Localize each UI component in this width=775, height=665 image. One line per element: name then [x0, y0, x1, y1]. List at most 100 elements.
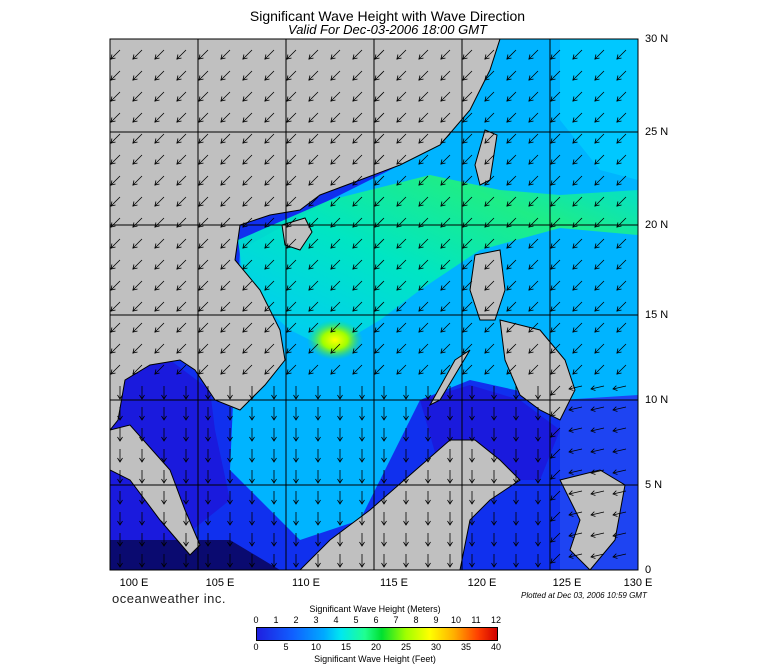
direction-arrowhead [110, 243, 116, 249]
direction-arrow [110, 154, 121, 165]
direction-arrowhead [330, 222, 336, 228]
direction-arrowhead [425, 499, 431, 505]
direction-arrowhead [447, 415, 453, 421]
direction-arrowhead [132, 327, 138, 333]
direction-arrowhead [132, 264, 138, 270]
direction-arrowhead [418, 306, 424, 312]
direction-arrow [550, 511, 561, 522]
direction-arrow [616, 322, 627, 333]
direction-arrowhead [154, 75, 160, 81]
direction-arrowhead [616, 369, 622, 375]
direction-arrowhead [183, 541, 189, 547]
direction-arrowhead [550, 54, 556, 60]
direction-arrow [528, 301, 539, 312]
direction-arrow [506, 175, 517, 186]
direction-arrowhead [205, 562, 211, 568]
direction-arrow [484, 175, 495, 186]
direction-arrowhead [227, 541, 233, 547]
direction-arrow [154, 364, 165, 375]
direction-arrowhead [513, 436, 519, 442]
direction-arrowhead [484, 180, 490, 186]
direction-arrowhead [220, 243, 226, 249]
direction-arrowhead [132, 138, 138, 144]
direction-arrowhead [528, 159, 534, 165]
direction-arrow [286, 70, 297, 81]
direction-arrowhead [132, 306, 138, 312]
direction-arrowhead [352, 327, 358, 333]
direction-arrowhead [293, 394, 299, 400]
direction-arrowhead [132, 222, 138, 228]
direction-arrow [484, 322, 495, 333]
direction-arrow [418, 91, 429, 102]
direction-arrow [352, 112, 363, 123]
direction-arrow [352, 301, 363, 312]
direction-arrowhead [612, 385, 618, 391]
direction-arrowhead [568, 406, 574, 412]
direction-arrow [352, 238, 363, 249]
direction-arrowhead [176, 369, 182, 375]
direction-arrow [242, 112, 253, 123]
direction-arrowhead [271, 415, 277, 421]
direction-arrow [286, 343, 297, 354]
direction-arrow [418, 154, 429, 165]
direction-arrowhead [308, 54, 314, 60]
direction-arrowhead [440, 327, 446, 333]
direction-arrowhead [594, 222, 600, 228]
direction-arrow [594, 238, 605, 249]
direction-arrow [594, 49, 605, 60]
map-subtitle: Valid For Dec-03-2006 18:00 GMT [288, 22, 487, 37]
direction-arrowhead [139, 457, 145, 463]
direction-arrowhead [616, 180, 622, 186]
direction-arrowhead [176, 54, 182, 60]
direction-arrowhead [425, 478, 431, 484]
direction-arrowhead [506, 75, 512, 81]
direction-arrowhead [403, 457, 409, 463]
direction-arrow [132, 112, 143, 123]
direction-arrow [572, 217, 583, 228]
direction-arrowhead [198, 348, 204, 354]
direction-arrow [220, 364, 231, 375]
direction-arrowhead [418, 327, 424, 333]
direction-arrowhead [161, 499, 167, 505]
direction-arrowhead [205, 415, 211, 421]
direction-arrow [462, 322, 473, 333]
lat-label-15n: 15 N [645, 309, 669, 321]
deep-zone-java [110, 540, 280, 570]
lat-label-30n: 30 N [645, 33, 669, 45]
direction-arrow [572, 238, 583, 249]
direction-arrow [374, 238, 385, 249]
direction-arrow [264, 196, 275, 207]
direction-arrowhead [110, 327, 116, 333]
direction-arrow [572, 301, 583, 312]
direction-arrowhead [176, 327, 182, 333]
direction-arrowhead [359, 541, 365, 547]
direction-arrowhead [352, 285, 358, 291]
direction-arrowhead [183, 478, 189, 484]
direction-arrowhead [264, 159, 270, 165]
direction-arrowhead [484, 75, 490, 81]
direction-arrow [110, 70, 121, 81]
direction-arrow [396, 238, 407, 249]
direction-arrowhead [506, 243, 512, 249]
direction-arrowhead [110, 117, 116, 123]
direction-arrowhead [616, 54, 622, 60]
direction-arrow [440, 112, 451, 123]
direction-arrow [176, 280, 187, 291]
direction-arrowhead [264, 369, 270, 375]
direction-arrowhead [528, 285, 534, 291]
direction-arrow [154, 301, 165, 312]
direction-arrowhead [154, 180, 160, 186]
direction-arrowhead [462, 117, 468, 123]
direction-arrowhead [264, 348, 270, 354]
direction-arrow [418, 343, 429, 354]
direction-arrow [418, 175, 429, 186]
direction-arrow [528, 280, 539, 291]
direction-arrowhead [330, 159, 336, 165]
direction-arrowhead [440, 348, 446, 354]
direction-arrowhead [220, 54, 226, 60]
direction-arrow [484, 196, 495, 207]
direction-arrow [308, 91, 319, 102]
direction-arrowhead [293, 457, 299, 463]
direction-arrowhead [418, 54, 424, 60]
direction-arrowhead [469, 415, 475, 421]
